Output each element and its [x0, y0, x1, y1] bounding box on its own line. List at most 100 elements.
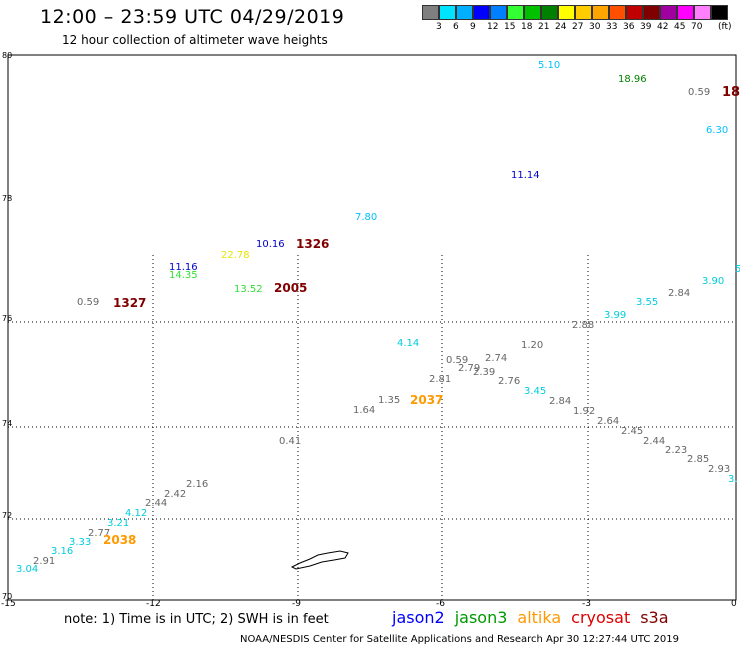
wave-height-value: 7.80 — [355, 212, 378, 223]
wave-height-value: 3.04 — [16, 564, 39, 575]
legend-swatch — [677, 5, 694, 20]
legend-swatch — [711, 5, 728, 20]
legend-value: 3 — [436, 22, 442, 32]
legend-value: 33 — [606, 22, 618, 32]
wave-height-value: 4.14 — [397, 338, 420, 349]
pass-time-label: 1326 — [296, 237, 330, 251]
color-legend — [422, 5, 728, 20]
wave-height-value: 10.16 — [256, 239, 285, 250]
wave-height-value: 2.88 — [572, 320, 595, 331]
wave-height-value: 3. — [728, 474, 738, 485]
wave-height-value: 3.21 — [107, 518, 130, 529]
wave-height-value: 1.92 — [573, 406, 596, 417]
wave-height-value: 3.99 — [604, 310, 627, 321]
wave-height-value: 2.23 — [665, 445, 688, 456]
wave-height-value: 0.59 — [446, 355, 469, 366]
legend-swatch — [524, 5, 541, 20]
wave-height-value: 14.35 — [169, 270, 198, 281]
wave-height-value: 2.93 — [708, 464, 731, 475]
map-title: 12:00 – 23:59 UTC 04/29/2019 — [40, 6, 345, 28]
wave-height-value: 0.59 — [688, 87, 711, 98]
satellite-name-jason2: jason2 — [392, 608, 445, 627]
wave-height-value: 3.90 — [702, 276, 725, 287]
legend-swatch — [575, 5, 592, 20]
satellite-name-jason3: jason3 — [454, 608, 508, 627]
wave-height-value: 2.39 — [473, 367, 496, 378]
wave-height-value: 11.16 — [169, 262, 198, 273]
wave-height-value: 3.55 — [636, 297, 659, 308]
wave-height-value: 3.33 — [69, 537, 92, 548]
footer-note: note: 1) Time is in UTC; 2) SWH is in fe… — [64, 612, 329, 627]
legend-value: 6 — [453, 22, 459, 32]
legend-swatch — [592, 5, 609, 20]
wave-height-value: 2.84 — [668, 288, 691, 299]
wave-height-value: 0.59 — [77, 297, 100, 308]
wave-height-value: 5.10 — [538, 60, 561, 71]
wave-height-value: 3.45 — [524, 386, 547, 397]
legend-value: 39 — [640, 22, 652, 32]
map-frame — [7, 54, 737, 601]
legend-value: 9 — [470, 22, 476, 32]
lat-label: 70 — [2, 592, 13, 601]
lat-label: 74 — [2, 419, 13, 428]
graticule — [8, 255, 736, 600]
wave-height-value: 2.85 — [687, 454, 710, 465]
lon-label: -3 — [582, 599, 591, 609]
wave-height-value: 2.44 — [145, 498, 168, 509]
satellite-name-cryosat: cryosat — [571, 608, 631, 627]
legend-value: 42 — [657, 22, 669, 32]
pass-time-label: 2037 — [410, 393, 444, 407]
wave-height-value: 3.16 — [51, 546, 74, 557]
legend-value: 12 — [487, 22, 499, 32]
lat-label: 78 — [2, 194, 13, 203]
legend-swatch — [558, 5, 575, 20]
wave-height-value: 22.78 — [221, 250, 250, 261]
legend-swatch — [541, 5, 558, 20]
wave-height-value: 4.12 — [125, 508, 148, 519]
lon-label: 0 — [731, 599, 737, 609]
legend-swatch — [507, 5, 524, 20]
legend-swatch — [609, 5, 626, 20]
wave-height-value: 2.77 — [88, 528, 111, 539]
wave-height-value: 2.42 — [164, 489, 187, 500]
legend-value: 18 — [521, 22, 533, 32]
legend-labels: 3 6 9 12 15 18 21 24 27 30 33 36 39 42 45 70 (ft) — [422, 22, 740, 34]
lon-label: -12 — [146, 599, 161, 609]
wave-height-value: 13.52 — [234, 284, 263, 295]
legend-swatch — [422, 5, 439, 20]
legend-swatch — [626, 5, 643, 20]
legend-value: 21 — [538, 22, 550, 32]
legend-swatch — [694, 5, 711, 20]
lon-label: -9 — [292, 599, 301, 609]
pass-time-label: 1327 — [113, 296, 147, 310]
wave-height-value: 2.45 — [621, 426, 644, 437]
credit-line: NOAA/NESDIS Center for Satellite Applica… — [240, 634, 679, 645]
wave-height-value: 18.96 — [618, 74, 647, 85]
map-subtitle: 12 hour collection of altimeter wave hei… — [62, 33, 328, 47]
wave-height-value: 6.30 — [706, 125, 729, 136]
wave-height-value: 2.79 — [458, 363, 481, 374]
jan-mayen-island — [290, 550, 349, 570]
legend-swatch — [456, 5, 473, 20]
lat-label: 80 — [2, 51, 13, 60]
satellite-name-s3a: s3a — [640, 608, 669, 627]
pass-time-label: 2038 — [103, 533, 137, 547]
wave-height-value: 11.14 — [511, 170, 540, 181]
wave-height-value: 18 — [722, 85, 740, 100]
wave-height-value: 2.64 — [597, 416, 620, 427]
wave-height-value: 2.76 — [498, 376, 521, 387]
legend-swatch — [473, 5, 490, 20]
legend-value: 27 — [572, 22, 584, 32]
wave-height-value: 2.81 — [429, 374, 452, 385]
wave-height-value: 2.44 — [643, 436, 666, 447]
lon-label: -6 — [436, 599, 445, 609]
wave-height-value: 2.16 — [186, 479, 209, 490]
legend-swatch — [643, 5, 660, 20]
wave-height-value: 1.35 — [378, 395, 401, 406]
satellite-legend: jason2 jason3 altika cryosat s3a — [392, 608, 679, 627]
wave-height-value: 0.41 — [279, 436, 302, 447]
legend-value: 24 — [555, 22, 567, 32]
legend-value: 36 — [623, 22, 635, 32]
legend-swatch — [660, 5, 677, 20]
